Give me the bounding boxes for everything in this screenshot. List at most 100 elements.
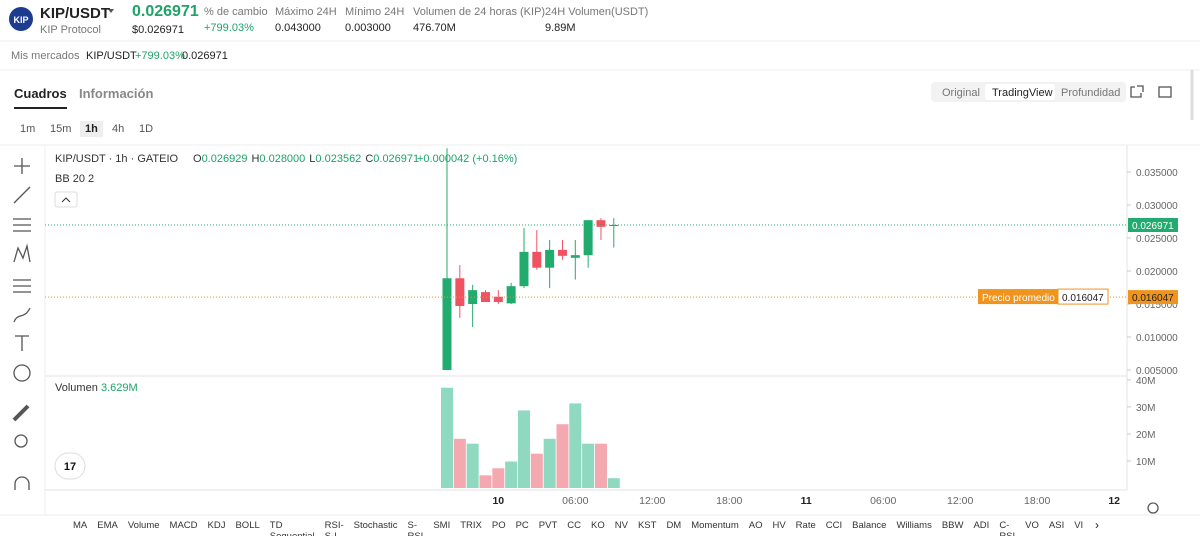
- project: KIP Protocol: [40, 24, 101, 36]
- avg-price-axis: 0.016047: [1132, 293, 1174, 304]
- projection-tool[interactable]: [13, 279, 31, 293]
- stat-value: 0.043000: [275, 22, 321, 34]
- avg-price-tag: [1128, 290, 1178, 305]
- indicator[interactable]: ADI: [973, 520, 990, 531]
- interval[interactable]: 1m: [20, 123, 36, 135]
- volume-title: Volumen: [55, 382, 98, 394]
- interval[interactable]: 1D: [139, 123, 154, 135]
- indicator[interactable]: C-RSI: [999, 520, 1015, 536]
- indicator[interactable]: KST: [637, 520, 657, 531]
- y-tick-label: 40M: [1136, 376, 1155, 387]
- collapse-button[interactable]: [54, 191, 78, 208]
- candle-body: [480, 292, 490, 303]
- y-tick-label: 0.010000: [1136, 333, 1178, 344]
- indicator[interactable]: Volume: [127, 520, 160, 531]
- stat-value: 9.89M: [545, 22, 576, 34]
- view-option[interactable]: Profundidad: [1061, 87, 1121, 99]
- interval[interactable]: 15m: [50, 123, 72, 135]
- volume-bar: [479, 475, 492, 488]
- view-option-active[interactable]: TradingView: [992, 87, 1053, 99]
- indicator[interactable]: TRIX: [460, 520, 482, 531]
- pattern-tool[interactable]: [13, 243, 31, 263]
- interval-active[interactable]: 1h: [80, 121, 103, 137]
- indicator[interactable]: VO: [1025, 520, 1039, 531]
- indicator[interactable]: Rate: [795, 520, 816, 531]
- ruler-tool[interactable]: [12, 404, 30, 422]
- legend-key: C: [365, 153, 374, 165]
- tab[interactable]: Información: [79, 86, 154, 101]
- indicator[interactable]: Balance: [852, 520, 887, 531]
- x-tick-label: 18:00: [1024, 495, 1050, 507]
- indicator[interactable]: S-RSI: [407, 520, 423, 536]
- candle-body: [596, 220, 606, 227]
- indicator[interactable]: KDJ: [207, 520, 226, 531]
- zoom-tool[interactable]: [14, 434, 28, 448]
- markets-change: +799.03%: [135, 50, 185, 62]
- indicator[interactable]: PVT: [538, 520, 558, 531]
- dropdown-arrow[interactable]: [108, 9, 114, 13]
- x-tick-label: 11: [801, 495, 812, 507]
- indicator[interactable]: VI: [1074, 520, 1084, 531]
- emoji-tool[interactable]: [13, 364, 31, 382]
- indicator[interactable]: MA: [73, 520, 88, 531]
- text-tool[interactable]: [15, 335, 29, 351]
- popout-icon[interactable]: [1130, 85, 1144, 98]
- interval[interactable]: 4h: [112, 123, 125, 135]
- indicator[interactable]: SMI: [433, 520, 451, 531]
- indicator[interactable]: EMA: [97, 520, 118, 531]
- view-active: [985, 84, 1055, 100]
- last-price-tag: [1128, 218, 1178, 233]
- indicator[interactable]: BOLL: [235, 520, 260, 531]
- volume-bar: [441, 387, 453, 488]
- indicator[interactable]: CC: [567, 520, 582, 531]
- brush-tool[interactable]: [13, 307, 31, 323]
- indicator[interactable]: Stochastic: [353, 520, 398, 531]
- stat-value: +799.03%: [204, 22, 254, 34]
- candle-body: [609, 225, 619, 227]
- legend-symbol: KIP/USDT · 1h · GATEIO: [55, 153, 179, 165]
- indicator[interactable]: CCI: [825, 520, 843, 531]
- volume-bar: [556, 424, 569, 488]
- indicator[interactable]: HV: [772, 520, 786, 531]
- indicator[interactable]: KO: [591, 520, 605, 531]
- legend-key: H: [251, 153, 260, 165]
- legend-ohlc: O 0.026929 H 0.028000 L 0.023562 C 0.026971: [193, 153, 423, 165]
- avg-price-value: 0.016047: [1062, 293, 1104, 304]
- indicator[interactable]: TD Sequential: [269, 520, 315, 536]
- stat-label: Mínimo 24H: [345, 6, 405, 18]
- view-option[interactable]: Original: [942, 87, 980, 99]
- legend-value: 0.028000: [259, 153, 306, 165]
- indicator[interactable]: Momentum: [691, 520, 739, 531]
- indicator[interactable]: PO: [491, 520, 506, 531]
- indicator[interactable]: BBW: [941, 520, 964, 531]
- indicator[interactable]: DM: [666, 520, 682, 531]
- y-tick-label: 10M: [1136, 457, 1155, 468]
- avg-value-box: [1057, 288, 1109, 305]
- price-usd: $0.026971: [132, 24, 184, 36]
- indicator[interactable]: MACD: [169, 520, 198, 531]
- legend-indicator: BB 20 2: [55, 173, 95, 185]
- volume-bar: [607, 478, 620, 488]
- indicator[interactable]: PC: [515, 520, 529, 531]
- trend-tool[interactable]: [13, 186, 31, 204]
- indicator[interactable]: RSI-S-I: [324, 520, 344, 536]
- scroll-right[interactable]: ›: [1095, 518, 1099, 532]
- indicator[interactable]: ASI: [1048, 520, 1065, 531]
- legend-key: O: [193, 153, 202, 165]
- markets-label: Mis mercados: [11, 50, 80, 62]
- crosshair-tool[interactable]: [14, 158, 30, 174]
- price: 0.026971: [132, 3, 199, 20]
- magnet-tool[interactable]: [14, 476, 30, 490]
- indicator[interactable]: NV: [614, 520, 628, 531]
- tv-logo: [54, 452, 86, 480]
- settings-icon[interactable]: [1147, 502, 1159, 514]
- tab-active[interactable]: Cuadros: [14, 86, 67, 109]
- layout-icon[interactable]: [1158, 86, 1172, 98]
- indicator[interactable]: Williams: [896, 520, 932, 531]
- stat-label: Máximo 24H: [275, 6, 337, 18]
- fib-tool[interactable]: [13, 218, 31, 232]
- x-tick-label: 12: [1108, 495, 1120, 507]
- stat-value: 476.70M: [413, 22, 456, 34]
- indicator[interactable]: AO: [748, 520, 763, 531]
